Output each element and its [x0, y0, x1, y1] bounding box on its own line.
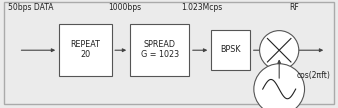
Text: 50bps DATA: 50bps DATA [8, 3, 54, 12]
Text: BPSK: BPSK [220, 45, 241, 54]
Text: cos(2πft): cos(2πft) [297, 71, 331, 80]
Bar [130, 24, 189, 76]
Text: REPEAT
20: REPEAT 20 [70, 40, 100, 59]
Text: 1.023Mcps: 1.023Mcps [181, 3, 222, 12]
Bar [211, 30, 250, 70]
Ellipse shape [254, 64, 305, 108]
Text: SPREAD
G = 1023: SPREAD G = 1023 [141, 40, 179, 59]
Text: RF: RF [289, 3, 299, 12]
Ellipse shape [260, 31, 299, 70]
Text: 1000bps: 1000bps [108, 3, 141, 12]
Bar [59, 24, 112, 76]
